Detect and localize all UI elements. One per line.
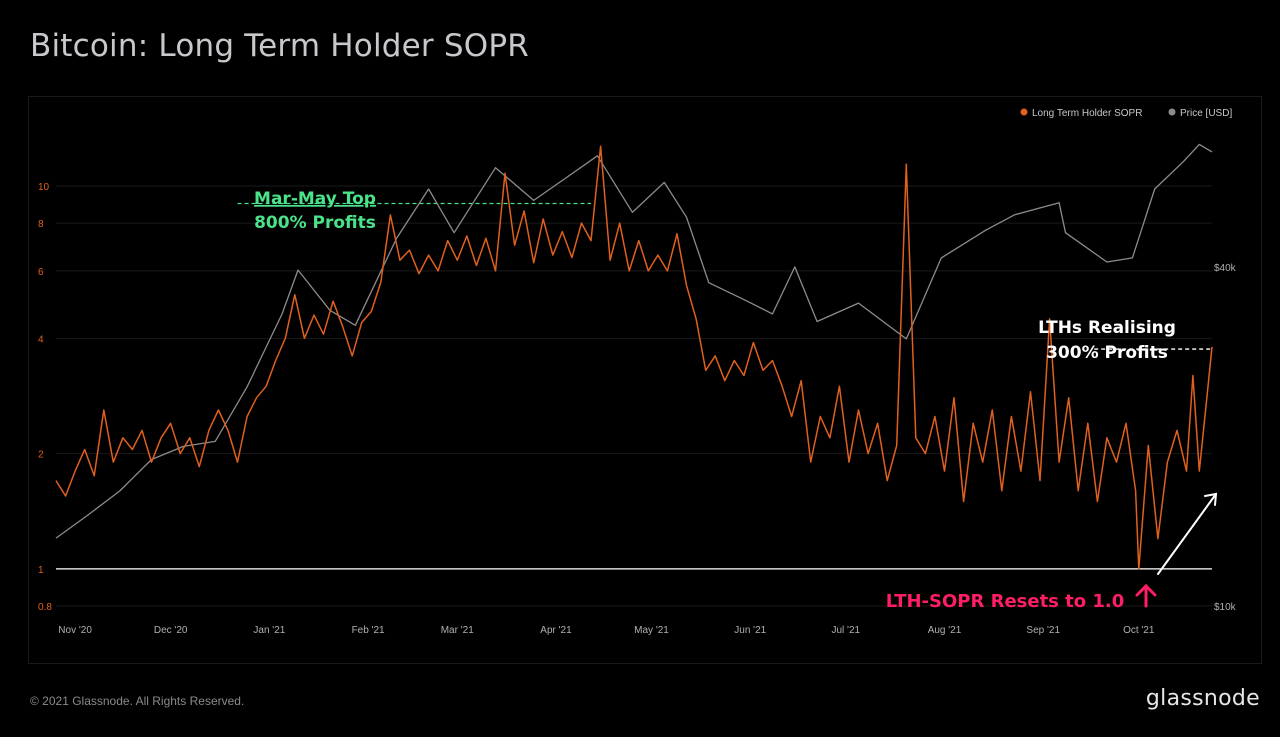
series-layer <box>55 143 1213 570</box>
legend-swatch-price <box>1168 108 1176 116</box>
x-tick-label: Jan '21 <box>253 625 285 636</box>
legend: Long Term Holder SOPR Price [USD] <box>1020 108 1232 119</box>
y-tick-left: 6 <box>38 267 44 278</box>
x-tick-label: Jun '21 <box>734 625 766 636</box>
x-tick-label: Nov '20 <box>58 625 92 636</box>
y-axis-right: $10k $40k <box>1214 263 1237 613</box>
glassnode-logo: glassnode <box>1145 686 1260 711</box>
annotation-lth-line2: 300% Profits <box>1046 343 1168 363</box>
legend-label-sopr: Long Term Holder SOPR <box>1032 108 1142 119</box>
x-tick-label: Jul '21 <box>831 625 860 636</box>
page-title: Bitcoin: Long Term Holder SOPR <box>30 28 530 64</box>
reference-lines <box>56 202 1212 570</box>
x-tick-label: Aug '21 <box>928 625 962 636</box>
y-tick-right: $10k <box>1214 602 1237 613</box>
x-tick-label: Feb '21 <box>352 625 385 636</box>
copyright-text: © 2021 Glassnode. All Rights Reserved. <box>30 694 245 708</box>
annotation-lth-line1: LTHs Realising <box>1038 318 1176 338</box>
x-tick-label: Sep '21 <box>1026 625 1060 636</box>
sopr-line <box>55 145 1213 570</box>
legend-swatch-sopr <box>1020 108 1028 116</box>
y-axis-left: 0.8 1 2 4 6 8 10 <box>38 182 52 613</box>
y-tick-left: 1 <box>38 565 44 576</box>
annotation-top-line1: Mar-May Top <box>254 189 376 209</box>
y-tick-left: 8 <box>38 219 44 230</box>
y-tick-right: $40k <box>1214 263 1237 274</box>
y-tick-left: 4 <box>38 334 44 345</box>
x-tick-label: Apr '21 <box>540 625 572 636</box>
annotation-reset: LTH-SOPR Resets to 1.0 <box>886 591 1125 612</box>
price-line <box>55 143 1213 539</box>
reset-arrow-icon <box>1135 583 1157 608</box>
y-tick-left: 2 <box>38 450 44 461</box>
x-tick-label: Mar '21 <box>441 625 474 636</box>
y-tick-left: 0.8 <box>38 602 52 613</box>
x-tick-label: Oct '21 <box>1123 625 1155 636</box>
x-tick-label: Dec '20 <box>154 625 188 636</box>
y-tick-left: 10 <box>38 182 50 193</box>
legend-label-price: Price [USD] <box>1180 108 1232 119</box>
annotation-top-line2: 800% Profits <box>254 213 376 233</box>
grid-lines <box>56 185 1212 607</box>
rising-arrow-icon <box>1157 492 1218 575</box>
x-tick-label: May '21 <box>634 625 669 636</box>
x-axis: Nov '20 Dec '20 Jan '21 Feb '21 Mar '21 Apr '… <box>58 625 1155 636</box>
